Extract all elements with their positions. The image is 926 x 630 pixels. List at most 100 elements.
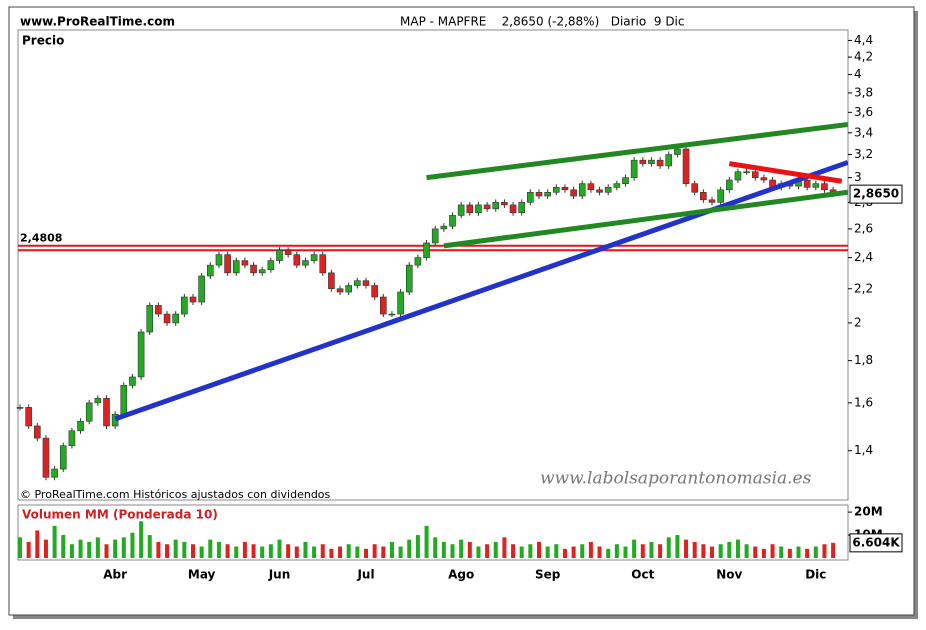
volume-bar	[796, 546, 801, 558]
candle	[423, 242, 430, 258]
candle	[734, 171, 742, 181]
candle	[812, 183, 820, 188]
volume-bar	[753, 546, 758, 558]
candle	[250, 264, 257, 274]
candle	[129, 376, 136, 386]
candle	[302, 260, 309, 266]
volume-bar	[485, 544, 490, 558]
y-tick-label: 2	[854, 315, 862, 329]
volume-bar	[415, 535, 420, 558]
candle	[821, 183, 828, 191]
volume-bar	[18, 537, 22, 558]
volume-bar	[744, 544, 749, 558]
candle	[509, 204, 517, 214]
candle	[163, 313, 171, 324]
candle	[85, 402, 93, 422]
site: www.ProRealTime.com	[20, 15, 175, 29]
y-tick-label: 4	[854, 67, 862, 81]
volume-bar	[389, 541, 394, 558]
x-tick-label: Jul	[356, 568, 374, 582]
candle	[276, 249, 283, 261]
volume-bar	[61, 535, 66, 558]
candle	[656, 159, 664, 167]
candle	[682, 148, 690, 184]
candle	[397, 291, 404, 315]
volume-bar	[260, 546, 265, 558]
volume-bar	[424, 525, 429, 558]
volume-bar	[701, 544, 706, 558]
y-tick-label: 2,4	[854, 250, 873, 264]
chart-title: MAP - MAPFRE 2,8650 (-2,88%) Diario 9 Di…	[400, 15, 684, 29]
candle	[708, 199, 716, 203]
candle	[328, 272, 335, 290]
candle	[613, 183, 621, 188]
volume-bar	[407, 539, 412, 558]
candle	[59, 445, 67, 470]
candle	[241, 260, 249, 266]
volume-bar	[528, 544, 533, 558]
volume-bar	[346, 544, 351, 558]
volume-bar	[614, 544, 619, 558]
volume-bar	[147, 535, 152, 558]
y-tick-label: 20M	[854, 505, 883, 519]
candle	[258, 269, 266, 274]
y-tick-label: 4,4	[854, 33, 873, 47]
volume-bar	[684, 539, 689, 558]
volume-bar	[831, 542, 836, 558]
volume-bar	[52, 525, 57, 558]
candle	[146, 305, 154, 333]
volume-bar	[182, 541, 187, 558]
volume-label: Volumen MM (Ponderada 10)	[22, 508, 218, 522]
volume-bar	[78, 539, 83, 558]
volume-bar	[95, 537, 100, 558]
volume-bar	[813, 546, 818, 558]
candle	[319, 254, 327, 274]
candle	[16, 407, 24, 409]
candle	[501, 202, 508, 206]
x-tick-label: Abr	[103, 568, 127, 582]
volume-bar	[165, 544, 170, 558]
volume-bar	[208, 539, 213, 558]
y-tick-label: 2,6	[854, 221, 873, 235]
candle	[215, 254, 223, 266]
y-tick-label: 3,4	[854, 125, 873, 139]
candle	[725, 179, 733, 191]
volume-bar	[467, 541, 472, 558]
candle	[379, 296, 387, 315]
candle	[751, 171, 759, 178]
volume-bar	[225, 544, 230, 558]
volume-bar	[139, 521, 144, 558]
y-tick-label: 3,8	[854, 85, 873, 99]
volume-bar	[476, 546, 481, 558]
y-tick-label: 3,2	[854, 147, 873, 161]
x-tick-label: Dic	[805, 568, 826, 582]
volume-bar	[35, 530, 40, 558]
y-tick-label: 1,8	[854, 353, 873, 367]
y-tick-label: 4,2	[854, 50, 873, 64]
candle	[137, 331, 145, 378]
candle	[449, 215, 456, 227]
candle	[717, 189, 724, 203]
volume-bar	[623, 546, 628, 558]
candle	[743, 171, 750, 174]
volume-bar	[104, 544, 109, 558]
volume-bar	[459, 539, 464, 558]
volume-panel	[17, 504, 849, 561]
candle	[691, 183, 699, 193]
volume-bar	[450, 544, 455, 558]
candle	[665, 154, 673, 167]
volume-bar	[199, 546, 204, 558]
trend-line	[114, 160, 848, 422]
candle	[414, 257, 422, 266]
candle	[284, 249, 292, 255]
candle	[345, 285, 353, 293]
candle	[475, 204, 482, 214]
volume-bar	[286, 544, 291, 558]
candle	[630, 159, 638, 178]
volume-bar	[242, 541, 247, 558]
candle	[207, 264, 214, 277]
volume-bar	[433, 537, 438, 558]
volume-bar	[554, 544, 559, 558]
panel-label: Precio	[22, 34, 64, 48]
